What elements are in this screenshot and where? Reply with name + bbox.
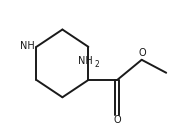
Text: 2: 2 xyxy=(95,60,100,69)
Text: O: O xyxy=(113,115,121,125)
Text: O: O xyxy=(139,48,146,58)
Text: NH: NH xyxy=(78,56,93,66)
Text: NH: NH xyxy=(20,41,35,51)
